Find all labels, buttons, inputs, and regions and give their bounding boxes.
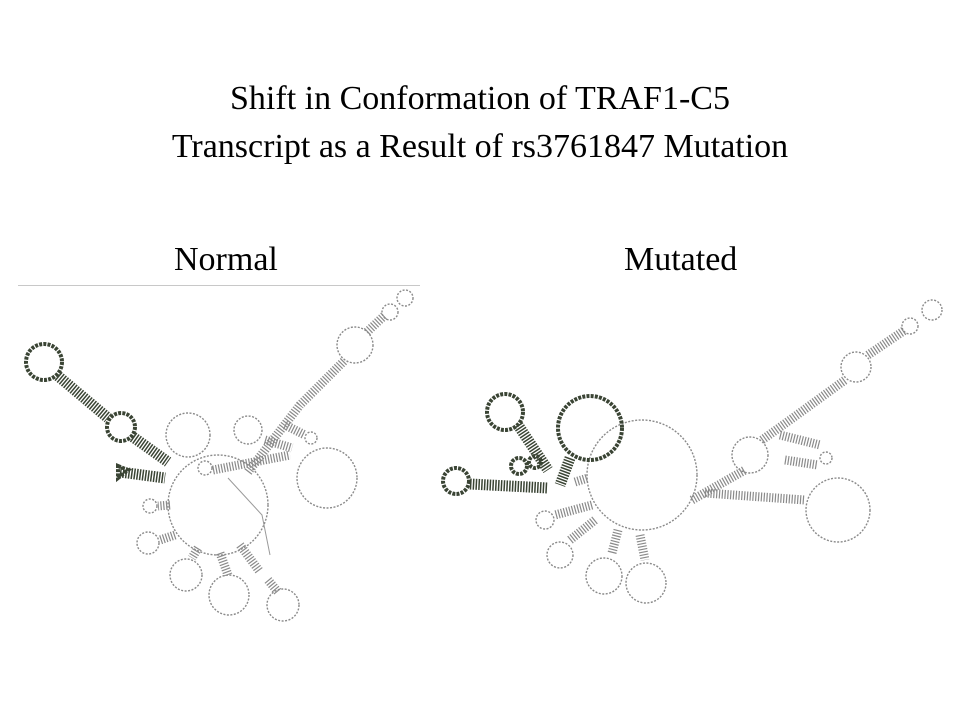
mutated-label: Mutated (624, 241, 738, 278)
mutated-rna-structure (441, 299, 943, 604)
normal-label: Normal (174, 241, 278, 278)
divider-line (18, 285, 420, 286)
normal-rna-structure (24, 289, 414, 622)
title-line-1: Shift in Conformation of TRAF1-C5 (230, 80, 730, 117)
title-line-2: Transcript as a Result of rs3761847 Muta… (171, 128, 789, 165)
